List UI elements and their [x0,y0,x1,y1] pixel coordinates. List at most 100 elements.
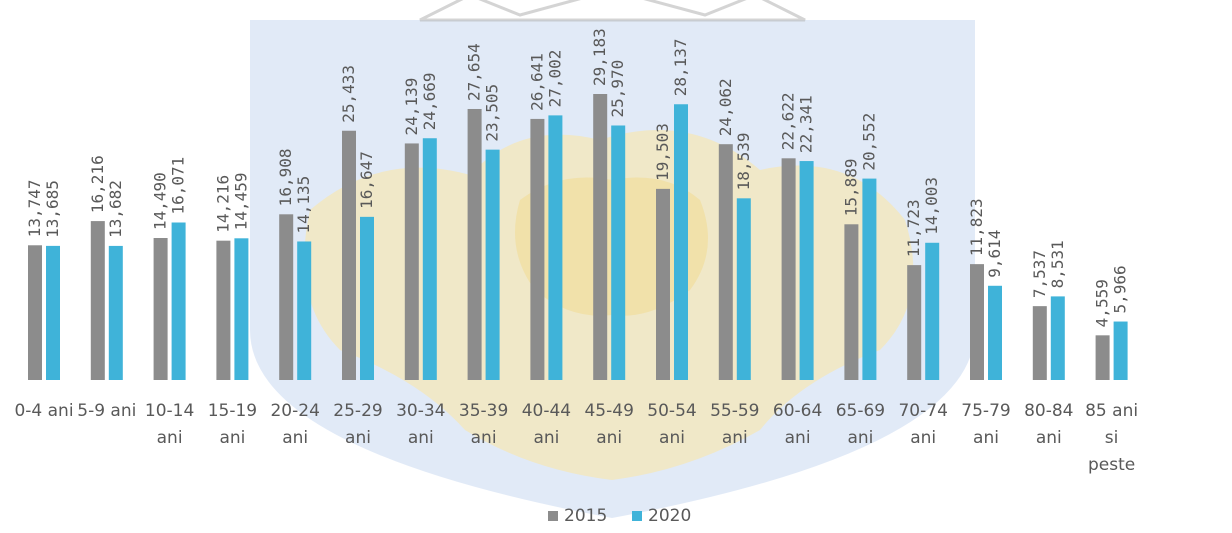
bar-2020-4 [297,241,312,380]
x-tick-line: 0-4 ani [14,401,73,421]
data-label-2015-9: 29,183 [590,28,609,86]
data-label-2020-1: 13,682 [106,180,125,238]
bar-2015-16 [1032,306,1047,380]
legend: 2015 2020 [548,506,691,526]
x-tick-label-15: 75-79 ani [961,401,1010,448]
bar-2020-1 [108,245,123,380]
data-label-2015-8: 26,641 [527,53,546,111]
data-label-2015-15: 11,823 [967,198,986,256]
data-label-2015-16: 7,537 [1030,250,1049,298]
legend-label-2015: 2015 [564,506,607,526]
x-tick-line: ani [659,428,685,448]
bar-2020-10 [674,104,688,381]
bar-2015-14 [907,265,922,380]
x-tick-label-1: 5-9 ani [77,401,136,421]
bar-2015-9 [593,94,608,381]
bar-2015-8 [530,118,545,380]
bar-2015-13 [844,224,859,380]
bar-2020-16 [1050,296,1065,380]
bar-2015-6 [404,143,419,380]
data-label-2015-6: 24,139 [402,78,421,136]
data-labels-layer: 13,747 13,685 16,216 13,682 14,490 16,071 14,2… [25,28,1130,327]
data-label-2015-4: 16,908 [276,149,295,207]
data-label-2020-14: 14,003 [922,177,941,235]
bar-2015-0 [28,245,42,380]
bar-2015-7 [467,108,482,381]
x-tick-line: 80-84 [1024,401,1073,421]
x-tick-label-0: 0-4 ani [14,401,73,421]
data-label-2015-11: 24,062 [716,78,735,136]
data-label-2020-10: 28,137 [671,38,690,96]
bar-2020-7 [485,149,500,380]
x-tick-label-13: 65-69 ani [836,401,885,448]
data-label-2015-14: 11,723 [904,199,923,257]
x-tick-line: ani [219,428,245,448]
x-tick-line: ani [847,428,873,448]
data-label-2015-2: 14,490 [151,172,170,230]
x-tick-line: ani [345,428,371,448]
bar-2020-0 [46,245,60,380]
x-tick-line: 50-54 [647,401,696,421]
x-tick-label-5: 25-29 ani [333,401,382,448]
data-label-2020-2: 16,071 [169,157,188,215]
bars-layer [28,94,1128,381]
x-tick-line: 5-9 ani [77,401,136,421]
bar-2020-6 [422,138,437,380]
x-tick-line: ani [785,428,811,448]
x-tick-label-11: 55-59 ani [710,401,759,448]
x-tick-line: 40-44 [522,401,571,421]
bar-2015-5 [342,130,356,380]
watermark-crown [419,0,806,22]
x-tick-line: ani [973,428,999,448]
bar-2020-15 [988,285,1002,380]
data-label-2015-12: 22,622 [779,93,798,151]
bar-2020-3 [234,238,249,380]
data-label-2015-0: 13,747 [25,179,44,237]
x-tick-line: 45-49 [584,401,633,421]
bar-2015-17 [1095,335,1110,380]
data-label-2020-11: 18,539 [734,133,753,191]
bar-2020-13 [862,178,877,380]
x-tick-line: ani [471,428,497,448]
bar-2015-11 [718,144,733,380]
x-tick-line: 30-34 [396,401,445,421]
x-tick-line: ani [282,428,308,448]
x-tick-line: 70-74 [898,401,947,421]
data-label-2020-3: 14,459 [231,173,250,231]
x-tick-line: ani [157,428,183,448]
data-label-2015-3: 14,216 [213,175,232,233]
data-label-2020-6: 24,669 [420,72,439,130]
bar-2020-11 [736,198,751,380]
x-tick-label-6: 30-34 ani [396,401,445,448]
x-tick-label-16: 80-84 ani [1024,401,1073,448]
x-tick-line: peste [1088,455,1135,475]
x-tick-label-14: 70-74 ani [898,401,947,448]
x-tick-line: si [1105,428,1119,448]
x-tick-line: ani [596,428,622,448]
bar-2020-9 [611,125,626,380]
x-tick-line: 25-29 [333,401,382,421]
bar-2020-12 [799,161,814,380]
data-label-2020-7: 23,505 [483,84,502,142]
data-label-2020-16: 8,531 [1048,240,1067,288]
data-label-2015-5: 25,433 [339,65,358,123]
x-tick-line: 20-24 [270,401,319,421]
bar-2015-4 [279,214,294,380]
bar-2015-1 [90,221,105,380]
bar-2015-3 [216,240,231,380]
x-tick-line: 75-79 [961,401,1010,421]
bar-2020-14 [925,242,940,380]
data-label-2020-13: 20,552 [859,113,878,171]
bar-2020-2 [171,222,186,380]
bar-2015-12 [781,158,796,380]
x-tick-line: 60-64 [773,401,822,421]
data-label-2020-8: 27,002 [545,50,564,108]
x-tick-label-3: 15-19 ani [208,401,257,448]
data-label-2020-5: 16,647 [357,151,376,209]
data-label-2015-17: 4,559 [1093,279,1112,327]
legend-swatch-2020 [632,511,642,521]
x-tick-line: 10-14 [145,401,194,421]
x-tick-line: ani [533,428,559,448]
